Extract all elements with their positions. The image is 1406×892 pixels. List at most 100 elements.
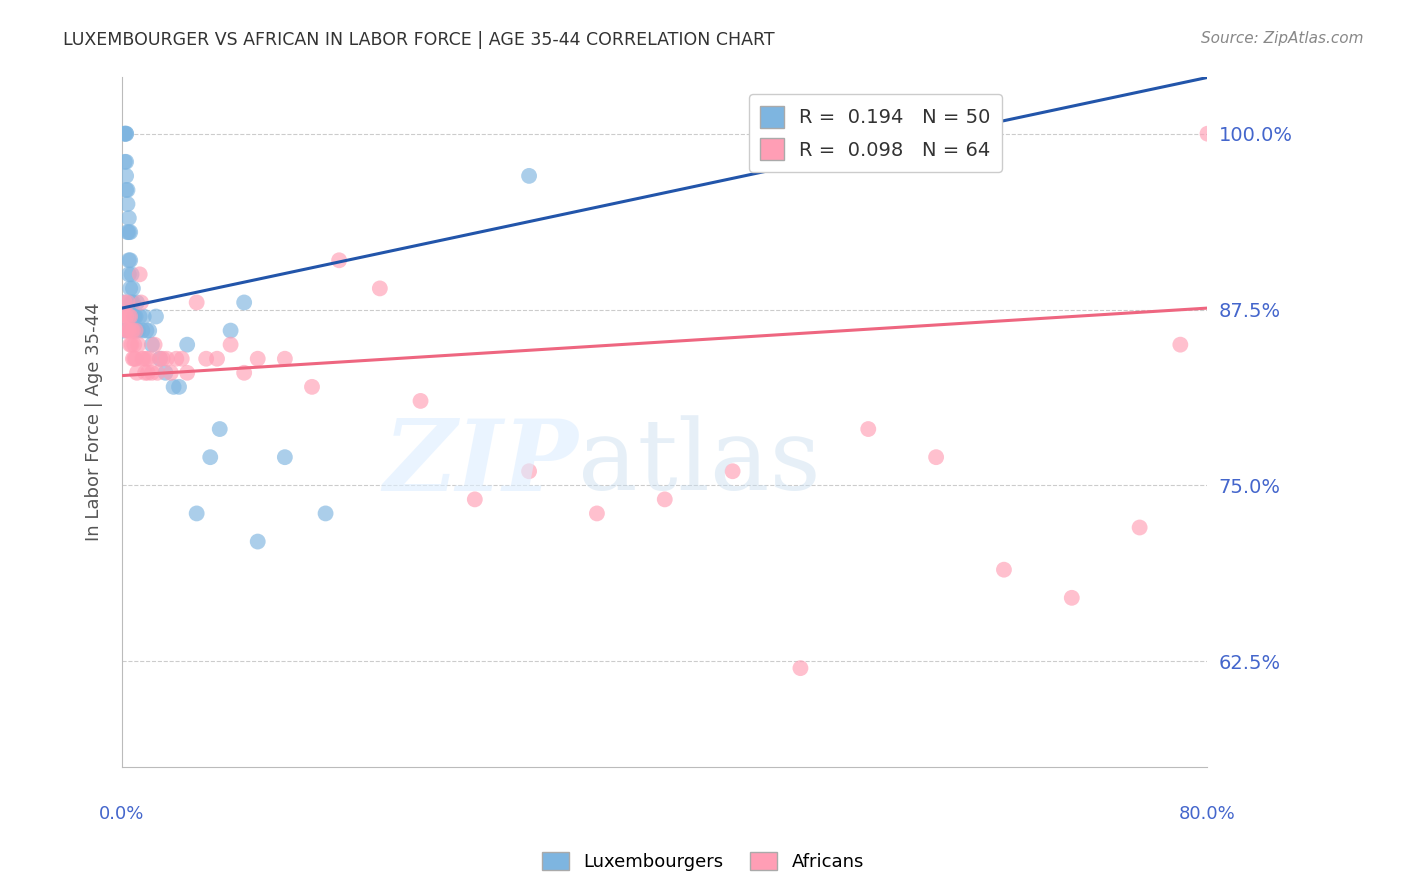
Point — [131, 351, 153, 366]
Point — [1129, 520, 1152, 534]
Point — [155, 366, 177, 380]
Point — [122, 310, 145, 324]
Point — [117, 197, 139, 211]
Point — [132, 351, 155, 366]
Point — [115, 324, 138, 338]
Text: Source: ZipAtlas.com: Source: ZipAtlas.com — [1201, 31, 1364, 46]
Point — [118, 253, 141, 268]
Point — [117, 183, 139, 197]
Legend: R =  0.194   N = 50, R =  0.098   N = 64: R = 0.194 N = 50, R = 0.098 N = 64 — [749, 94, 1002, 172]
Point — [208, 422, 231, 436]
Text: 0.0%: 0.0% — [100, 805, 145, 823]
Point — [114, 127, 136, 141]
Point — [112, 310, 135, 324]
Point — [127, 337, 149, 351]
Text: ZIP: ZIP — [382, 415, 578, 512]
Point — [993, 563, 1015, 577]
Point — [128, 310, 150, 324]
Point — [115, 183, 138, 197]
Point — [114, 154, 136, 169]
Point — [925, 450, 948, 465]
Point — [115, 127, 138, 141]
Point — [122, 351, 145, 366]
Point — [195, 351, 218, 366]
Point — [134, 366, 156, 380]
Point — [368, 281, 391, 295]
Text: atlas: atlas — [578, 416, 821, 511]
Point — [120, 253, 142, 268]
Point — [789, 661, 811, 675]
Point — [117, 225, 139, 239]
Point — [138, 324, 160, 338]
Point — [162, 380, 184, 394]
Point — [721, 464, 744, 478]
Point — [1168, 337, 1191, 351]
Point — [131, 324, 153, 338]
Point — [170, 351, 193, 366]
Point — [274, 450, 297, 465]
Point — [118, 211, 141, 225]
Point — [200, 450, 222, 465]
Point — [121, 324, 143, 338]
Point — [120, 281, 142, 295]
Point — [315, 507, 337, 521]
Point — [858, 422, 880, 436]
Point — [205, 351, 228, 366]
Point — [152, 351, 174, 366]
Point — [121, 268, 143, 282]
Point — [115, 169, 138, 183]
Point — [128, 268, 150, 282]
Point — [122, 324, 145, 338]
Point — [141, 337, 163, 351]
Point — [124, 324, 146, 338]
Point — [127, 324, 149, 338]
Point — [124, 310, 146, 324]
Point — [121, 295, 143, 310]
Point — [149, 351, 172, 366]
Point — [122, 295, 145, 310]
Point — [219, 324, 242, 338]
Point — [301, 380, 323, 394]
Point — [165, 351, 187, 366]
Point — [138, 351, 160, 366]
Point — [233, 366, 256, 380]
Text: LUXEMBOURGER VS AFRICAN IN LABOR FORCE | AGE 35-44 CORRELATION CHART: LUXEMBOURGER VS AFRICAN IN LABOR FORCE |… — [63, 31, 775, 49]
Point — [219, 337, 242, 351]
Point — [160, 366, 183, 380]
Point — [328, 253, 350, 268]
Point — [246, 534, 269, 549]
Point — [186, 295, 208, 310]
Point — [156, 351, 179, 366]
Point — [117, 324, 139, 338]
Point — [1060, 591, 1083, 605]
Point — [122, 337, 145, 351]
Point — [246, 351, 269, 366]
Point — [118, 225, 141, 239]
Point — [120, 310, 142, 324]
Point — [135, 324, 157, 338]
Text: 80.0%: 80.0% — [1180, 805, 1236, 823]
Point — [117, 295, 139, 310]
Legend: Luxembourgers, Africans: Luxembourgers, Africans — [534, 845, 872, 879]
Point — [464, 492, 486, 507]
Point — [517, 464, 540, 478]
Point — [176, 366, 198, 380]
Point — [141, 366, 163, 380]
Point — [118, 310, 141, 324]
Point — [176, 337, 198, 351]
Point — [115, 154, 138, 169]
Point — [122, 351, 145, 366]
Y-axis label: In Labor Force | Age 35-44: In Labor Force | Age 35-44 — [86, 302, 103, 541]
Point — [115, 127, 138, 141]
Point — [121, 337, 143, 351]
Point — [654, 492, 676, 507]
Point — [233, 295, 256, 310]
Point — [1250, 633, 1272, 648]
Point — [124, 324, 146, 338]
Point — [586, 507, 609, 521]
Point — [118, 324, 141, 338]
Point — [517, 169, 540, 183]
Point — [186, 507, 208, 521]
Point — [114, 127, 136, 141]
Point — [112, 295, 135, 310]
